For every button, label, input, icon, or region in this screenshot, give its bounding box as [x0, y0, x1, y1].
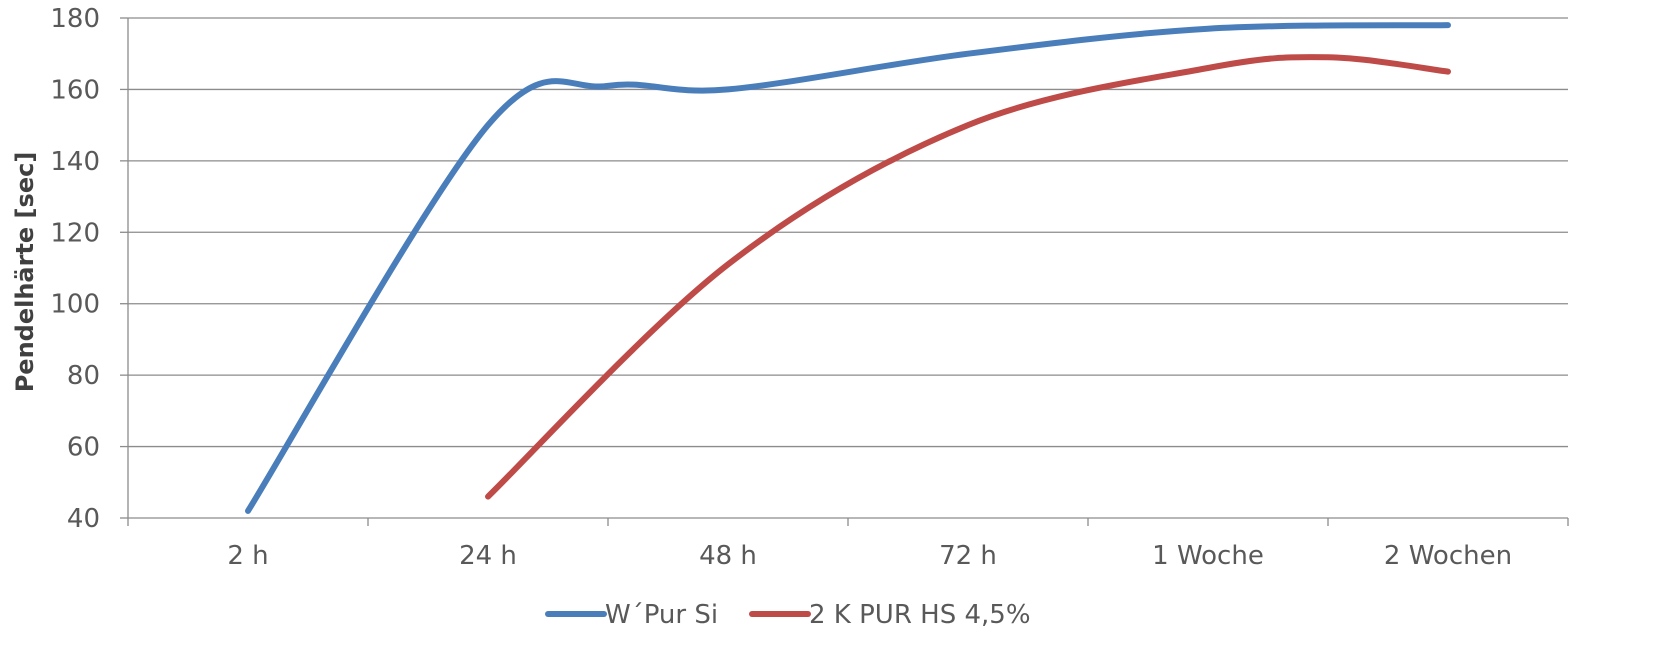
y-tick-label: 40 [67, 504, 100, 534]
y-axis-title: Pendelhärte [sec] [11, 152, 39, 393]
legend: W´Pur Si 2 K PUR HS 4,5% [545, 600, 1031, 630]
y-tick-label: 160 [50, 75, 100, 105]
y-tick-label: 120 [50, 218, 100, 248]
series-line-1 [245, 22, 1451, 514]
axes [127, 18, 1569, 526]
x-tick-label: 24 h [459, 541, 517, 571]
y-tick-label: 100 [50, 290, 100, 320]
y-tick-label: 80 [67, 361, 100, 391]
x-tick-label: 48 h [699, 541, 757, 571]
y-tick-labels: 40 60 80 100 120 140 160 180 [50, 4, 100, 534]
x-tick-labels: 2 h 24 h 48 h 72 h 1 Woche 2 Wochen [227, 541, 1512, 571]
x-tick-label: 72 h [939, 541, 997, 571]
x-tick-label: 1 Woche [1152, 541, 1264, 571]
legend-label-2: 2 K PUR HS 4,5% [809, 600, 1031, 630]
x-tick-label: 2 Wochen [1384, 541, 1512, 571]
x-tick-label: 2 h [227, 541, 268, 571]
gridlines [120, 17, 1568, 519]
series-line-2 [485, 54, 1451, 500]
series-lines [245, 22, 1451, 514]
y-tick-label: 140 [50, 147, 100, 177]
y-tick-label: 180 [50, 4, 100, 34]
legend-label-1: W´Pur Si [605, 600, 718, 630]
y-tick-label: 60 [67, 433, 100, 463]
